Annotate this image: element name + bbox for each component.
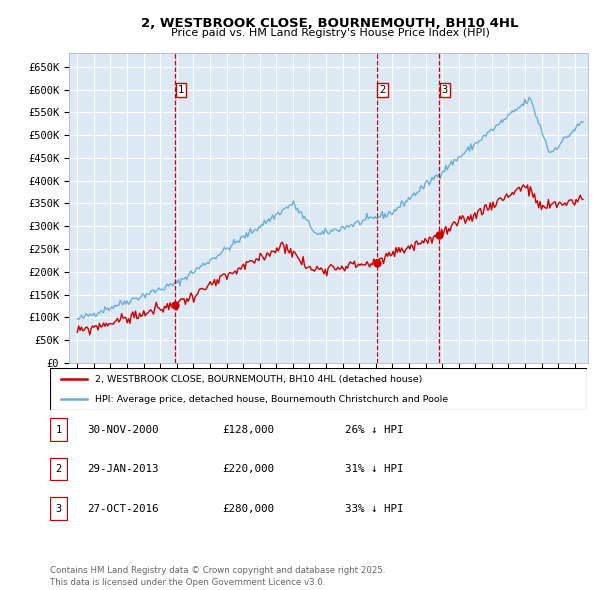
Text: £220,000: £220,000: [222, 464, 274, 474]
Text: 2, WESTBROOK CLOSE, BOURNEMOUTH, BH10 4HL (detached house): 2, WESTBROOK CLOSE, BOURNEMOUTH, BH10 4H…: [95, 375, 423, 384]
Text: 27-OCT-2016: 27-OCT-2016: [87, 504, 158, 513]
Text: 26% ↓ HPI: 26% ↓ HPI: [345, 425, 404, 434]
Text: 33% ↓ HPI: 33% ↓ HPI: [345, 504, 404, 513]
Text: 3: 3: [56, 504, 62, 513]
Text: 2: 2: [380, 86, 386, 96]
Text: 3: 3: [442, 86, 448, 96]
Text: £128,000: £128,000: [222, 425, 274, 434]
Text: £280,000: £280,000: [222, 504, 274, 513]
Text: 1: 1: [178, 86, 184, 96]
Text: HPI: Average price, detached house, Bournemouth Christchurch and Poole: HPI: Average price, detached house, Bour…: [95, 395, 449, 404]
Text: 29-JAN-2013: 29-JAN-2013: [87, 464, 158, 474]
Text: 30-NOV-2000: 30-NOV-2000: [87, 425, 158, 434]
Text: Contains HM Land Registry data © Crown copyright and database right 2025.
This d: Contains HM Land Registry data © Crown c…: [50, 566, 385, 587]
Text: 2, WESTBROOK CLOSE, BOURNEMOUTH, BH10 4HL: 2, WESTBROOK CLOSE, BOURNEMOUTH, BH10 4H…: [141, 17, 519, 30]
Text: 2: 2: [56, 464, 62, 474]
Text: 1: 1: [56, 425, 62, 434]
Text: Price paid vs. HM Land Registry's House Price Index (HPI): Price paid vs. HM Land Registry's House …: [170, 28, 490, 38]
Text: 31% ↓ HPI: 31% ↓ HPI: [345, 464, 404, 474]
